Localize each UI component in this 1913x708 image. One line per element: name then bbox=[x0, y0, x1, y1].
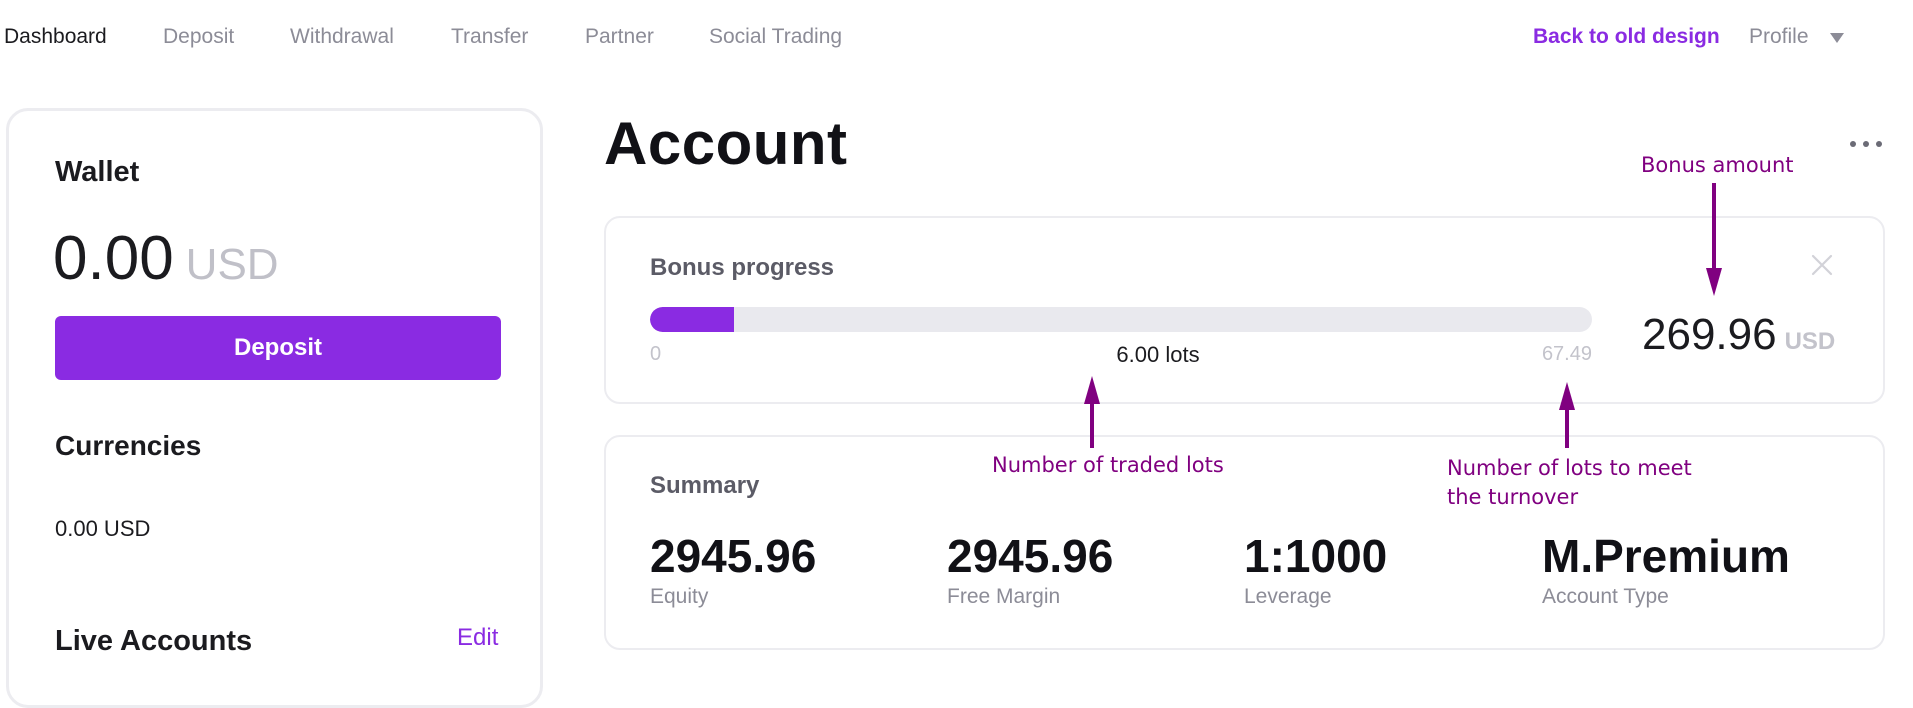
nav-item-deposit[interactable]: Deposit bbox=[163, 25, 235, 48]
stat-value: 2945.96 bbox=[947, 530, 1114, 582]
stat-free-margin: 2945.96 Free Margin bbox=[947, 529, 1113, 609]
back-to-old-design-link[interactable]: Back to old design bbox=[1533, 25, 1720, 48]
nav-item-withdrawal[interactable]: Withdrawal bbox=[290, 25, 394, 48]
annotation-lots-turnover-line2: the turnover bbox=[1447, 485, 1579, 509]
bonus-currency: USD bbox=[1784, 328, 1836, 355]
stat-leverage: 1:1000 Leverage bbox=[1244, 529, 1387, 609]
summary-card: Summary 2945.96 Equity 2945.96 Free Marg… bbox=[604, 435, 1885, 650]
currency-balance: 0.00 USD bbox=[55, 516, 151, 541]
nav-item-social-trading[interactable]: Social Trading bbox=[709, 25, 843, 48]
annotation-traded-lots: Number of traded lots bbox=[992, 453, 1224, 477]
page-title: Account bbox=[604, 110, 848, 177]
bonus-progress-card: Bonus progress 0 6.00 lots 67.49 269.96 U… bbox=[604, 216, 1885, 404]
edit-live-accounts-link[interactable]: Edit bbox=[457, 624, 499, 651]
stat-value: 2945.96 bbox=[650, 530, 817, 582]
progress-min-label: 0 bbox=[650, 343, 662, 365]
stat-account-type: M.Premium Account Type bbox=[1542, 529, 1790, 609]
live-accounts-title: Live Accounts bbox=[55, 625, 253, 657]
close-icon[interactable] bbox=[1809, 252, 1835, 278]
chevron-down-icon[interactable] bbox=[1830, 33, 1844, 43]
summary-heading: Summary bbox=[650, 472, 760, 499]
wallet-amount: 0.00 bbox=[53, 224, 174, 293]
progress-current-label: 6.00 lots bbox=[1116, 342, 1200, 367]
wallet-balance: 0.00 USD bbox=[53, 223, 279, 294]
bonus-progress-heading: Bonus progress bbox=[650, 254, 835, 281]
wallet-title: Wallet bbox=[55, 156, 140, 188]
bonus-progress-bar bbox=[650, 307, 1592, 332]
nav-item-dashboard[interactable]: Dashboard bbox=[4, 25, 107, 48]
wallet-currency: USD bbox=[185, 240, 279, 289]
nav-item-transfer[interactable]: Transfer bbox=[451, 25, 529, 48]
annotation-bonus-amount: Bonus amount bbox=[1641, 153, 1794, 177]
stat-equity: 2945.96 Equity bbox=[650, 529, 816, 609]
stat-label: Leverage bbox=[1244, 585, 1332, 608]
stat-label: Equity bbox=[650, 585, 709, 608]
stat-label: Account Type bbox=[1542, 585, 1669, 608]
nav-item-partner[interactable]: Partner bbox=[585, 25, 654, 48]
bonus-amount: 269.96 USD bbox=[1642, 310, 1835, 360]
progress-max-label: 67.49 bbox=[1541, 343, 1592, 365]
stat-value: M.Premium bbox=[1542, 530, 1790, 582]
bonus-progress-fill bbox=[650, 307, 734, 332]
currencies-title: Currencies bbox=[55, 430, 202, 461]
profile-menu[interactable]: Profile bbox=[1749, 25, 1809, 48]
deposit-button[interactable]: Deposit bbox=[55, 316, 501, 380]
wallet-card: Wallet 0.00 USD Deposit Currencies 0.00 U… bbox=[6, 108, 543, 708]
more-horizontal-icon[interactable] bbox=[1850, 138, 1886, 150]
stat-value: 1:1000 bbox=[1244, 530, 1388, 582]
annotation-lots-turnover-line1: Number of lots to meet bbox=[1447, 456, 1692, 480]
top-navigation: Dashboard Deposit Withdrawal Transfer Pa… bbox=[0, 0, 1913, 74]
bonus-amount-value: 269.96 bbox=[1642, 310, 1777, 359]
stat-label: Free Margin bbox=[947, 585, 1061, 608]
